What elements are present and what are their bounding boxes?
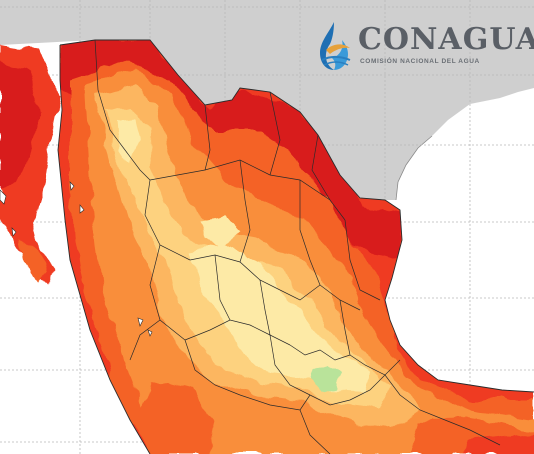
baja-california xyxy=(0,45,60,285)
gulf-coast-detail xyxy=(395,135,433,201)
water-drop-icon xyxy=(320,22,351,70)
mexico-coastline xyxy=(59,39,534,393)
pacific-coastline xyxy=(57,45,151,454)
state-borders xyxy=(94,39,501,454)
usa-landmass xyxy=(0,0,534,200)
conagua-logo: CONAGUA COMISIÓN NACIONAL DEL AGUA xyxy=(312,20,534,72)
logo-subtitle: COMISIÓN NACIONAL DEL AGUA xyxy=(360,58,480,65)
logo-wordmark: CONAGUA xyxy=(358,22,534,57)
gulf-islands xyxy=(69,181,85,214)
pacific-islands xyxy=(0,189,153,337)
